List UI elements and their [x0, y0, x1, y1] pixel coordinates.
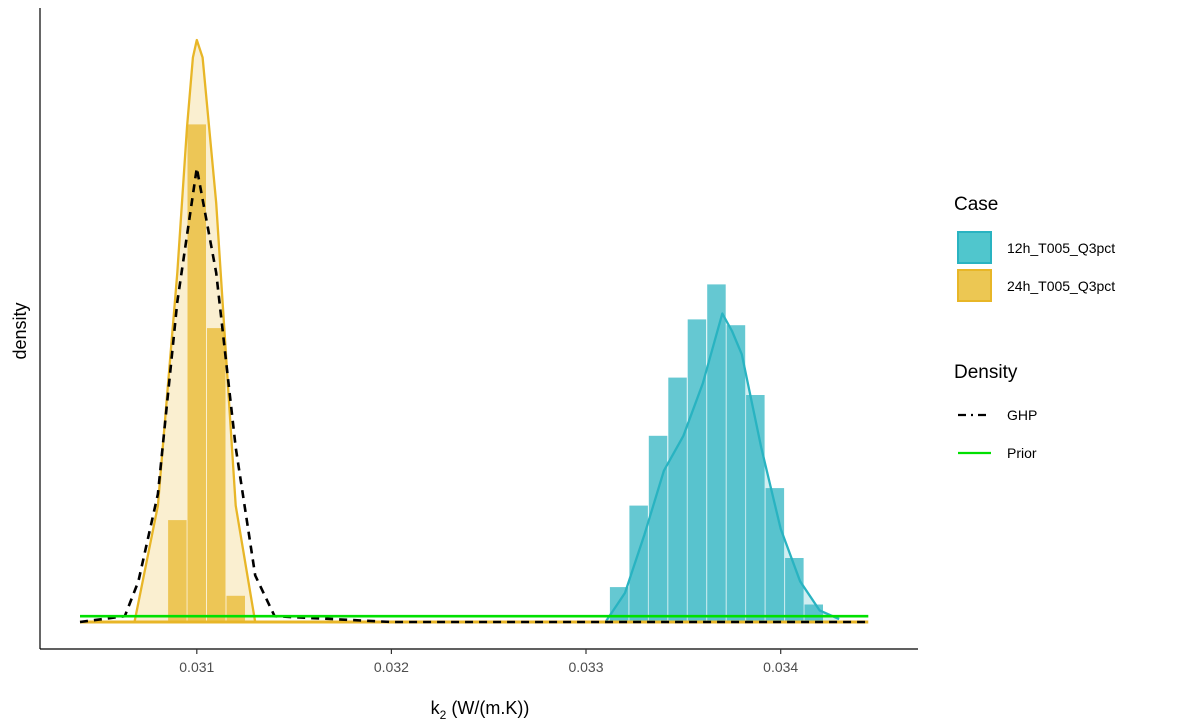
- axes: [39, 8, 918, 650]
- legend-label-24h: 24h_T005_Q3pct: [1007, 278, 1115, 294]
- histogram-bar-12h: [804, 604, 823, 622]
- histogram-bar-12h: [687, 319, 707, 622]
- x-ticks: 0.031 0.032 0.033 0.034: [179, 649, 798, 675]
- legend-item-ghp: GHP: [958, 407, 1037, 423]
- histogram-bar-12h: [746, 395, 765, 622]
- x-axis-title: k2 (W/(m.K)): [431, 698, 530, 722]
- x-tick-label: 0.034: [763, 659, 798, 675]
- x-tick-label: 0.032: [374, 659, 409, 675]
- histogram-bar-24h: [207, 328, 226, 622]
- histogram-bar-24h: [226, 595, 245, 622]
- legend-title-density: Density: [954, 362, 1018, 383]
- histogram-bar-12h: [668, 377, 687, 622]
- plot-area: [79, 38, 869, 624]
- legend-item-prior: Prior: [958, 445, 1037, 461]
- y-axis-title: density: [10, 302, 30, 359]
- legend-key-24h: [957, 269, 992, 302]
- legend-item-12h: 12h_T005_Q3pct: [957, 231, 1115, 264]
- legend-item-24h: 24h_T005_Q3pct: [957, 269, 1115, 302]
- histogram-bar-12h: [785, 558, 804, 622]
- x-tick-label: 0.033: [568, 659, 603, 675]
- histogram-bar-24h: [187, 124, 206, 623]
- density-line-ghp: [79, 167, 869, 624]
- legend: Case 12h_T005_Q3pct 24h_T005_Q3pct Densi…: [954, 194, 1115, 461]
- x-tick-label: 0.031: [179, 659, 214, 675]
- histogram-bar-12h: [707, 284, 726, 622]
- histogram-bar-12h: [726, 325, 746, 622]
- legend-label-ghp: GHP: [1007, 407, 1037, 423]
- legend-title-case: Case: [954, 194, 998, 215]
- histogram-bar-12h: [648, 435, 668, 622]
- legend-label-12h: 12h_T005_Q3pct: [1007, 240, 1115, 256]
- density-line-12h: [604, 312, 840, 623]
- histogram-bar-12h: [629, 505, 648, 622]
- legend-key-12h: [957, 231, 992, 264]
- histogram-bar-24h: [168, 520, 187, 622]
- legend-label-prior: Prior: [1007, 445, 1037, 461]
